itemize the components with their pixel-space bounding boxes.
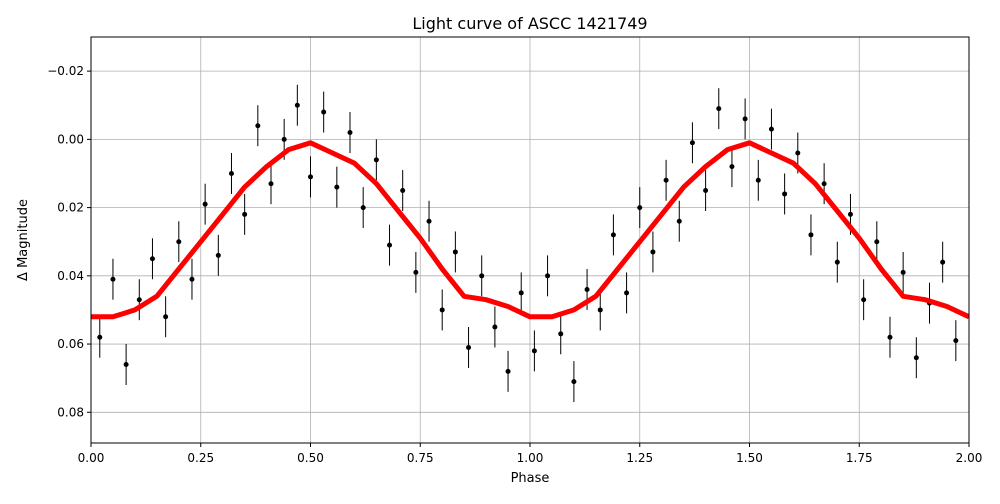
data-point <box>189 276 195 282</box>
grid <box>90 37 970 443</box>
data-point <box>347 130 353 136</box>
data-point <box>123 362 129 368</box>
data-point <box>768 126 774 132</box>
y-tick-label: 0.08 <box>57 405 84 419</box>
data-point <box>136 297 142 303</box>
y-tick-label: 0.00 <box>57 132 84 146</box>
y-axis-label: Δ Magnitude <box>16 199 31 281</box>
x-tick-label: 0.50 <box>297 451 324 465</box>
data-point <box>334 184 340 190</box>
data-point <box>531 348 537 354</box>
data-point <box>861 297 867 303</box>
data-point <box>163 314 169 320</box>
data-point <box>808 232 814 238</box>
x-tick-label: 1.25 <box>626 451 653 465</box>
data-point <box>887 334 893 340</box>
data-point <box>663 177 669 183</box>
data-point <box>242 211 248 217</box>
data-point <box>597 307 603 313</box>
data-point <box>281 136 287 142</box>
data-point <box>913 355 919 361</box>
data-point <box>321 109 327 115</box>
x-tick-label: 1.00 <box>517 451 544 465</box>
y-tick-label: 0.02 <box>57 201 84 215</box>
data-point <box>255 123 261 129</box>
data-point <box>505 368 511 374</box>
data-point <box>545 273 551 279</box>
y-tick-label: −0.02 <box>47 64 84 78</box>
data-point <box>676 218 682 224</box>
data-point <box>847 211 853 217</box>
data-point <box>900 269 906 275</box>
data-point <box>716 106 722 112</box>
x-tick-label: 0.75 <box>407 451 434 465</box>
x-tick-label: 1.75 <box>846 451 873 465</box>
data-point <box>637 205 643 211</box>
x-axis-label: Phase <box>511 471 550 486</box>
data-point <box>400 188 406 194</box>
y-tick-label: 0.06 <box>57 337 84 351</box>
data-point <box>953 338 959 344</box>
data-point <box>571 379 577 385</box>
data-point <box>387 242 393 248</box>
data-point <box>821 181 827 187</box>
x-tick-label: 2.00 <box>956 451 983 465</box>
y-tick-label: 0.04 <box>57 269 84 283</box>
data-point <box>940 259 946 265</box>
data-point <box>703 188 709 194</box>
data-point <box>742 116 748 122</box>
binned-mean-line <box>91 140 969 320</box>
data-point <box>466 344 472 350</box>
data-point <box>149 256 155 262</box>
data-point <box>584 286 590 292</box>
data-point <box>294 102 300 108</box>
data-point <box>176 239 182 245</box>
data-point <box>610 232 616 238</box>
x-tick-label: 0.00 <box>78 451 105 465</box>
data-point <box>360 205 366 211</box>
data-point <box>729 164 735 170</box>
data-point <box>373 157 379 163</box>
data-point <box>755 177 761 183</box>
data-point <box>650 249 656 255</box>
data-point <box>624 290 630 296</box>
data-point <box>308 174 313 180</box>
ticks: 0.00 0.25 0.50 0.75 1.00 1.25 1.50 1.75 2.00 −0.0… <box>47 64 982 465</box>
data-point <box>795 150 801 156</box>
data-point <box>110 276 116 282</box>
chart-title: Light curve of ASCC 1421749 <box>412 14 647 33</box>
data-point <box>202 201 208 207</box>
x-tick-label: 0.25 <box>187 451 214 465</box>
data-point <box>834 259 840 265</box>
data-point <box>228 170 234 176</box>
data-point <box>426 218 432 224</box>
data-point <box>689 140 695 146</box>
data-point <box>215 252 221 258</box>
data-point <box>558 331 564 337</box>
data-point <box>492 324 498 330</box>
data-point <box>782 191 788 197</box>
data-point <box>97 334 103 340</box>
data-point <box>518 290 524 296</box>
data-point <box>268 181 274 187</box>
x-tick-label: 1.50 <box>736 451 763 465</box>
data-point <box>874 239 880 245</box>
data-point <box>479 273 485 279</box>
data-point <box>452 249 458 255</box>
data-point <box>439 307 445 313</box>
plot-area <box>91 84 969 403</box>
data-point <box>413 269 419 275</box>
